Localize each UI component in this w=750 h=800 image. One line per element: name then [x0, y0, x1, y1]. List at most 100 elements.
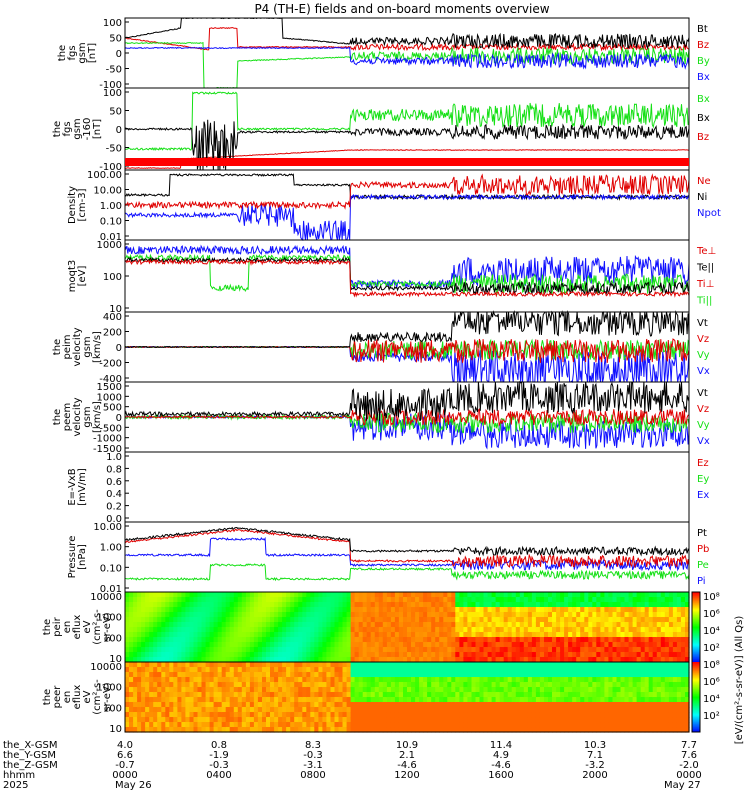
spectrogram-cell	[209, 607, 215, 613]
spectrogram-cell	[201, 727, 207, 733]
spectrogram-cell	[282, 647, 287, 653]
spectrogram-cell	[326, 652, 331, 658]
spectrogram-cell	[217, 622, 223, 628]
spectrogram-cell	[656, 687, 662, 693]
spectrogram-cell	[282, 677, 287, 683]
spectrogram-cell	[419, 712, 424, 718]
spectrogram-cell	[495, 602, 501, 608]
spectrogram-cell	[544, 622, 549, 628]
spectrogram-cell	[334, 642, 340, 648]
spectrogram-cell	[145, 697, 150, 703]
spectrogram-cell	[584, 687, 589, 693]
spectrogram-cell	[161, 642, 166, 648]
spectrogram-cell	[499, 612, 505, 618]
spectrogram-cell	[330, 592, 336, 598]
spectrogram-cell	[531, 627, 537, 633]
spectrogram-cell	[632, 717, 638, 723]
spectrogram-cell	[479, 672, 485, 678]
spectrogram-cell	[652, 657, 658, 663]
spectrogram-cell	[197, 687, 203, 693]
spectrogram-cell	[435, 637, 440, 643]
spectrogram-cell	[181, 637, 186, 643]
spectrogram-cell	[398, 662, 404, 668]
spectrogram-cell	[656, 682, 662, 688]
spectrogram-cell	[548, 697, 553, 703]
spectrogram-cell	[439, 702, 444, 708]
spectrogram-cell	[189, 722, 195, 728]
spectrogram-cell	[427, 622, 432, 628]
ytick-label: 0.0	[106, 514, 122, 525]
spectrogram-cell	[346, 652, 352, 658]
colorbar-stripe	[692, 699, 700, 701]
spectrogram-cell	[491, 642, 497, 648]
spectrogram-cell	[640, 702, 646, 708]
spectrogram-cell	[572, 667, 577, 673]
spectrogram-cell	[241, 687, 247, 693]
spectrogram-cell	[209, 627, 215, 633]
spectrogram-cell	[193, 652, 199, 658]
spectrogram-cell	[322, 662, 327, 668]
spectrogram-cell	[588, 597, 593, 603]
spectrogram-cell	[193, 622, 199, 628]
ytick-label: 10000	[90, 592, 122, 603]
spectrogram-cell	[217, 712, 223, 718]
spectrogram-cell	[548, 602, 553, 608]
spectrogram-cell	[624, 727, 630, 733]
spectrogram-cell	[366, 637, 372, 643]
spectrogram-cell	[165, 617, 170, 623]
spectrogram-cell	[427, 662, 432, 668]
xaxis-value: 0000	[676, 770, 701, 781]
spectrogram-cell	[205, 652, 211, 658]
spectrogram-cell	[419, 702, 424, 708]
spectrogram-cell	[656, 607, 662, 613]
spectrogram-cell	[274, 637, 279, 643]
spectrogram-cell	[257, 727, 263, 733]
spectrogram-cell	[624, 657, 630, 663]
colorbar-stripe	[692, 599, 700, 601]
spectrogram-cell	[314, 607, 319, 613]
spectrogram-cell	[467, 657, 472, 663]
spectrogram-cell	[290, 657, 295, 663]
spectrogram-cell	[262, 697, 267, 703]
spectrogram-cell	[616, 662, 622, 668]
spectrogram-cell	[515, 652, 521, 658]
spectrogram-cell	[503, 682, 509, 688]
spectrogram-cell	[685, 722, 690, 728]
spectrogram-cell	[483, 622, 489, 628]
spectrogram-cell	[511, 592, 517, 598]
spectrogram-cell	[129, 687, 134, 693]
spectrogram-cell	[193, 632, 199, 638]
spectrogram-cell	[362, 642, 368, 648]
spectrogram-cell	[612, 592, 618, 598]
spectrogram-cell	[181, 632, 186, 638]
spectrogram-cell	[257, 682, 263, 688]
spectrogram-cell	[205, 642, 211, 648]
series-pe	[125, 563, 690, 582]
spectrogram-cell	[209, 672, 215, 678]
spectrogram-cell	[165, 702, 170, 708]
spectrogram-cell	[298, 712, 303, 718]
spectrogram-cell	[133, 707, 138, 713]
plot-fgs_gse	[124, 91, 690, 171]
spectrogram-cell	[576, 617, 581, 623]
spectrogram-cell	[270, 697, 275, 703]
spectrogram-cell	[620, 622, 626, 628]
spectrogram-cell	[407, 722, 412, 728]
spectrogram-cell	[237, 632, 243, 638]
spectrogram-cell	[584, 677, 589, 683]
spectrogram-cell	[278, 647, 283, 653]
spectrogram-cell	[193, 617, 199, 623]
spectrogram-cell	[596, 622, 601, 628]
spectrogram-cell	[233, 722, 239, 728]
spectrogram-cell	[390, 622, 396, 628]
spectrogram-cell	[471, 667, 477, 673]
spectrogram-cell	[455, 592, 460, 598]
spectrogram-cell	[487, 617, 493, 623]
spectrogram-cell	[483, 612, 489, 618]
spectrogram-cell	[322, 717, 327, 723]
colorbar-stripe	[692, 677, 700, 679]
spectrogram-cell	[471, 662, 477, 668]
spectrogram-cell	[378, 592, 384, 598]
spectrogram-cell	[274, 627, 279, 633]
spectrogram-cell	[531, 602, 537, 608]
